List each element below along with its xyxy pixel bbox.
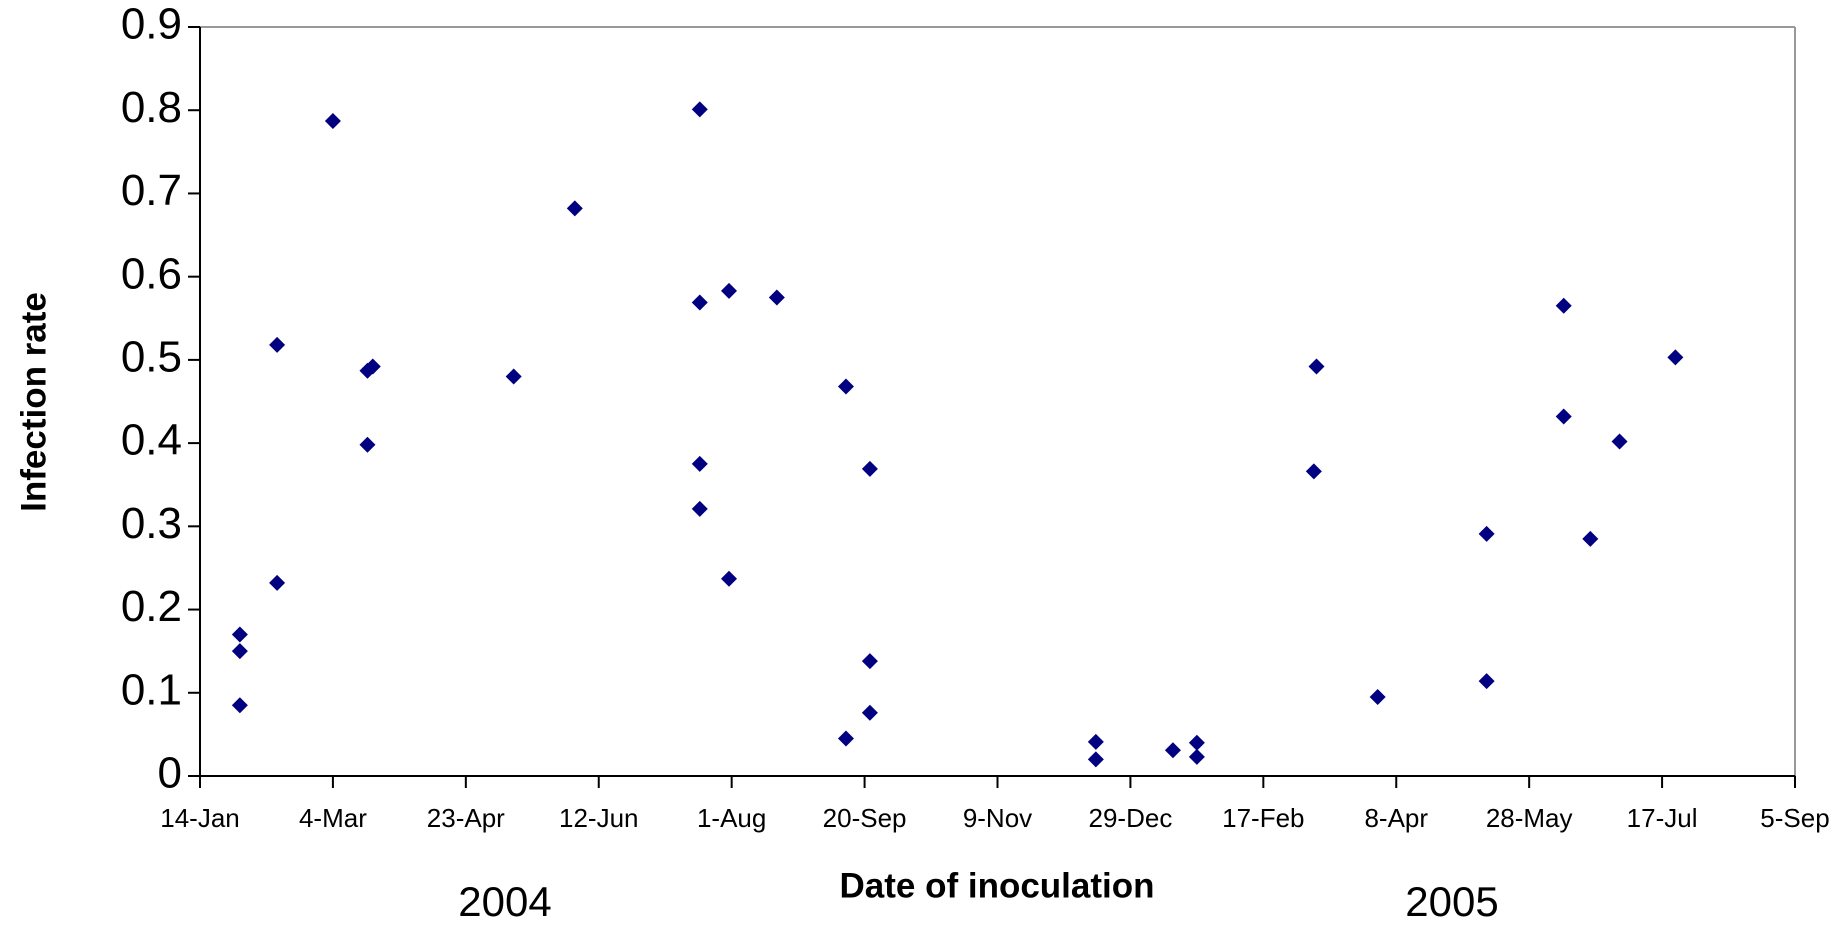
x-tick-label: 1-Aug bbox=[697, 803, 766, 833]
x-tick-label: 20-Sep bbox=[823, 803, 907, 833]
x-tick-label: 12-Jun bbox=[559, 803, 639, 833]
data-point bbox=[1188, 748, 1205, 765]
year-label: 2004 bbox=[458, 878, 551, 925]
data-point bbox=[721, 282, 738, 299]
data-point bbox=[1164, 742, 1181, 759]
data-point bbox=[691, 294, 708, 311]
data-point bbox=[231, 697, 248, 714]
data-point bbox=[861, 704, 878, 721]
data-point bbox=[1188, 734, 1205, 751]
x-tick-label: 17-Jul bbox=[1627, 803, 1698, 833]
data-point bbox=[1478, 673, 1495, 690]
x-tick-label: 9-Nov bbox=[963, 803, 1032, 833]
data-point bbox=[1087, 751, 1104, 768]
data-point bbox=[566, 200, 583, 217]
data-point bbox=[1582, 530, 1599, 547]
y-tick-label: 0.4 bbox=[121, 416, 182, 465]
y-tick-label: 0.9 bbox=[121, 0, 182, 49]
data-point bbox=[359, 436, 376, 453]
data-point bbox=[1305, 463, 1322, 480]
data-point bbox=[1555, 408, 1572, 425]
x-tick-label: 23-Apr bbox=[427, 803, 505, 833]
data-point bbox=[837, 378, 854, 395]
x-tick-label: 29-Dec bbox=[1089, 803, 1173, 833]
data-point bbox=[1555, 297, 1572, 314]
x-tick-label: 28-May bbox=[1486, 803, 1573, 833]
data-point bbox=[861, 653, 878, 670]
data-point bbox=[364, 358, 381, 375]
x-axis-title: Date of inoculation bbox=[840, 866, 1155, 905]
y-tick-label: 0.2 bbox=[121, 582, 182, 631]
year-label: 2005 bbox=[1405, 878, 1498, 925]
data-point bbox=[269, 336, 286, 353]
y-tick-label: 0 bbox=[158, 749, 182, 798]
data-point bbox=[1478, 525, 1495, 542]
data-point bbox=[691, 500, 708, 517]
y-axis-title: Infection rate bbox=[14, 292, 53, 512]
data-point bbox=[231, 626, 248, 643]
x-tick-label: 17-Feb bbox=[1222, 803, 1304, 833]
x-tick-label: 4-Mar bbox=[299, 803, 367, 833]
data-point bbox=[1369, 688, 1386, 705]
data-point bbox=[691, 455, 708, 472]
data-point bbox=[1667, 349, 1684, 366]
data-point bbox=[505, 368, 522, 385]
y-tick-label: 0.8 bbox=[121, 83, 182, 132]
data-point bbox=[324, 113, 341, 130]
y-tick-label: 0.5 bbox=[121, 333, 182, 382]
data-point bbox=[1611, 433, 1628, 450]
data-point bbox=[1308, 358, 1325, 375]
data-point bbox=[861, 460, 878, 477]
y-tick-label: 0.1 bbox=[121, 665, 182, 714]
data-point bbox=[231, 643, 248, 660]
x-tick-label: 14-Jan bbox=[160, 803, 240, 833]
data-point bbox=[768, 289, 785, 306]
data-point bbox=[1087, 733, 1104, 750]
x-tick-label: 8-Apr bbox=[1364, 803, 1428, 833]
y-tick-label: 0.6 bbox=[121, 249, 182, 298]
data-point bbox=[721, 570, 738, 587]
data-point bbox=[837, 730, 854, 747]
y-tick-label: 0.3 bbox=[121, 499, 182, 548]
data-point bbox=[269, 574, 286, 591]
y-tick-label: 0.7 bbox=[121, 166, 182, 215]
data-point bbox=[691, 101, 708, 118]
x-tick-label: 5-Sep bbox=[1760, 803, 1829, 833]
